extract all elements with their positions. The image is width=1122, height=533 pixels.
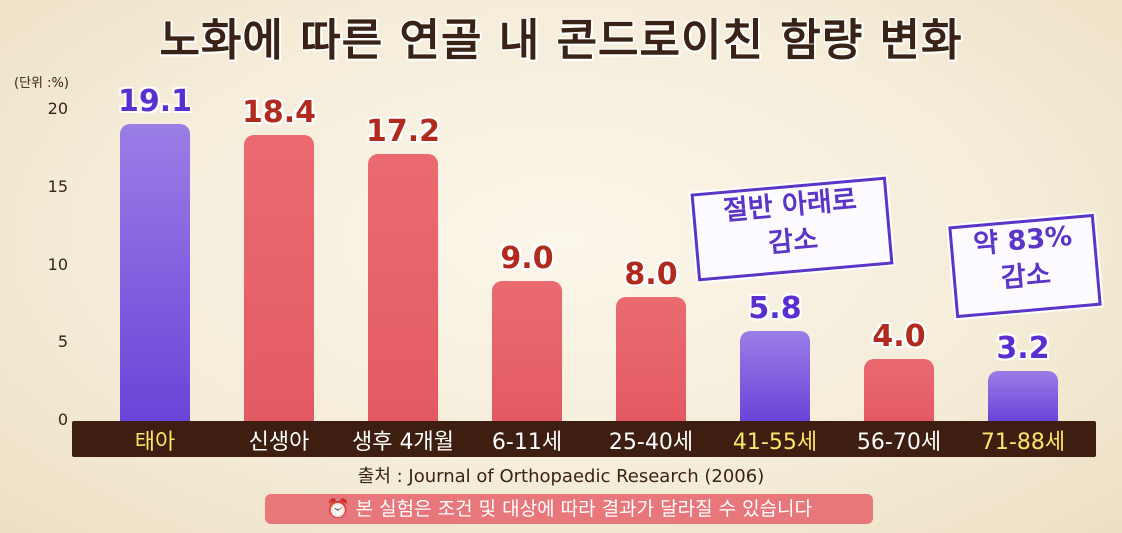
category-label: 신생아	[248, 430, 310, 455]
category-label: 41-55세	[732, 430, 818, 455]
bar	[864, 358, 934, 421]
category-axis-band	[72, 421, 1096, 457]
bar-value-label: 4.0	[872, 318, 926, 354]
y-tick-label: 15	[47, 176, 68, 196]
bar-value-label: 9.0	[500, 241, 554, 277]
unit-label: (단위 :%)	[14, 76, 69, 91]
category-label: 생후 4개월	[352, 430, 454, 455]
bar-value-label: 19.1	[117, 83, 193, 119]
bar	[740, 330, 810, 421]
y-tick-label: 5	[57, 332, 68, 352]
y-tick-label: 20	[47, 99, 68, 118]
bar-value-label: 5.8	[748, 290, 802, 326]
y-tick-label: 0	[57, 410, 68, 429]
annotation-half-decrease: 절반 아래로 감소	[690, 176, 894, 282]
bar	[492, 281, 562, 421]
chart-title: 노화에 따른 연골 내 콘드로이친 함량 변화	[159, 15, 963, 66]
bar	[368, 153, 438, 421]
category-label: 71-88세	[980, 430, 1066, 455]
annotation-83-decrease: 약 83% 감소	[948, 213, 1102, 319]
category-label: 6-11세	[491, 430, 563, 455]
y-tick-label: 10	[47, 254, 68, 274]
bar-value-label: 17.2	[365, 113, 441, 149]
bar	[244, 134, 314, 421]
bar-value-label: 8.0	[624, 256, 678, 292]
category-label: 56-70세	[856, 430, 942, 455]
disclaimer-text: 본 실험은 조건 및 대상에 따라 결과가 달라질 수 있습니다	[355, 498, 813, 520]
category-label: 태아	[134, 430, 176, 455]
bar	[616, 296, 686, 421]
bar-value-label: 18.4	[241, 94, 317, 130]
bar	[120, 123, 190, 421]
bar	[988, 371, 1058, 421]
disclaimer-banner: ⏰ 본 실험은 조건 및 대상에 따라 결과가 달라질 수 있습니다	[265, 494, 873, 524]
alarm-icon: ⏰	[325, 498, 350, 520]
source-citation: 출처 : Journal of Orthopaedic Research (20…	[357, 466, 765, 487]
category-label: 25-40세	[608, 430, 694, 455]
bar-value-label: 3.2	[996, 331, 1050, 367]
